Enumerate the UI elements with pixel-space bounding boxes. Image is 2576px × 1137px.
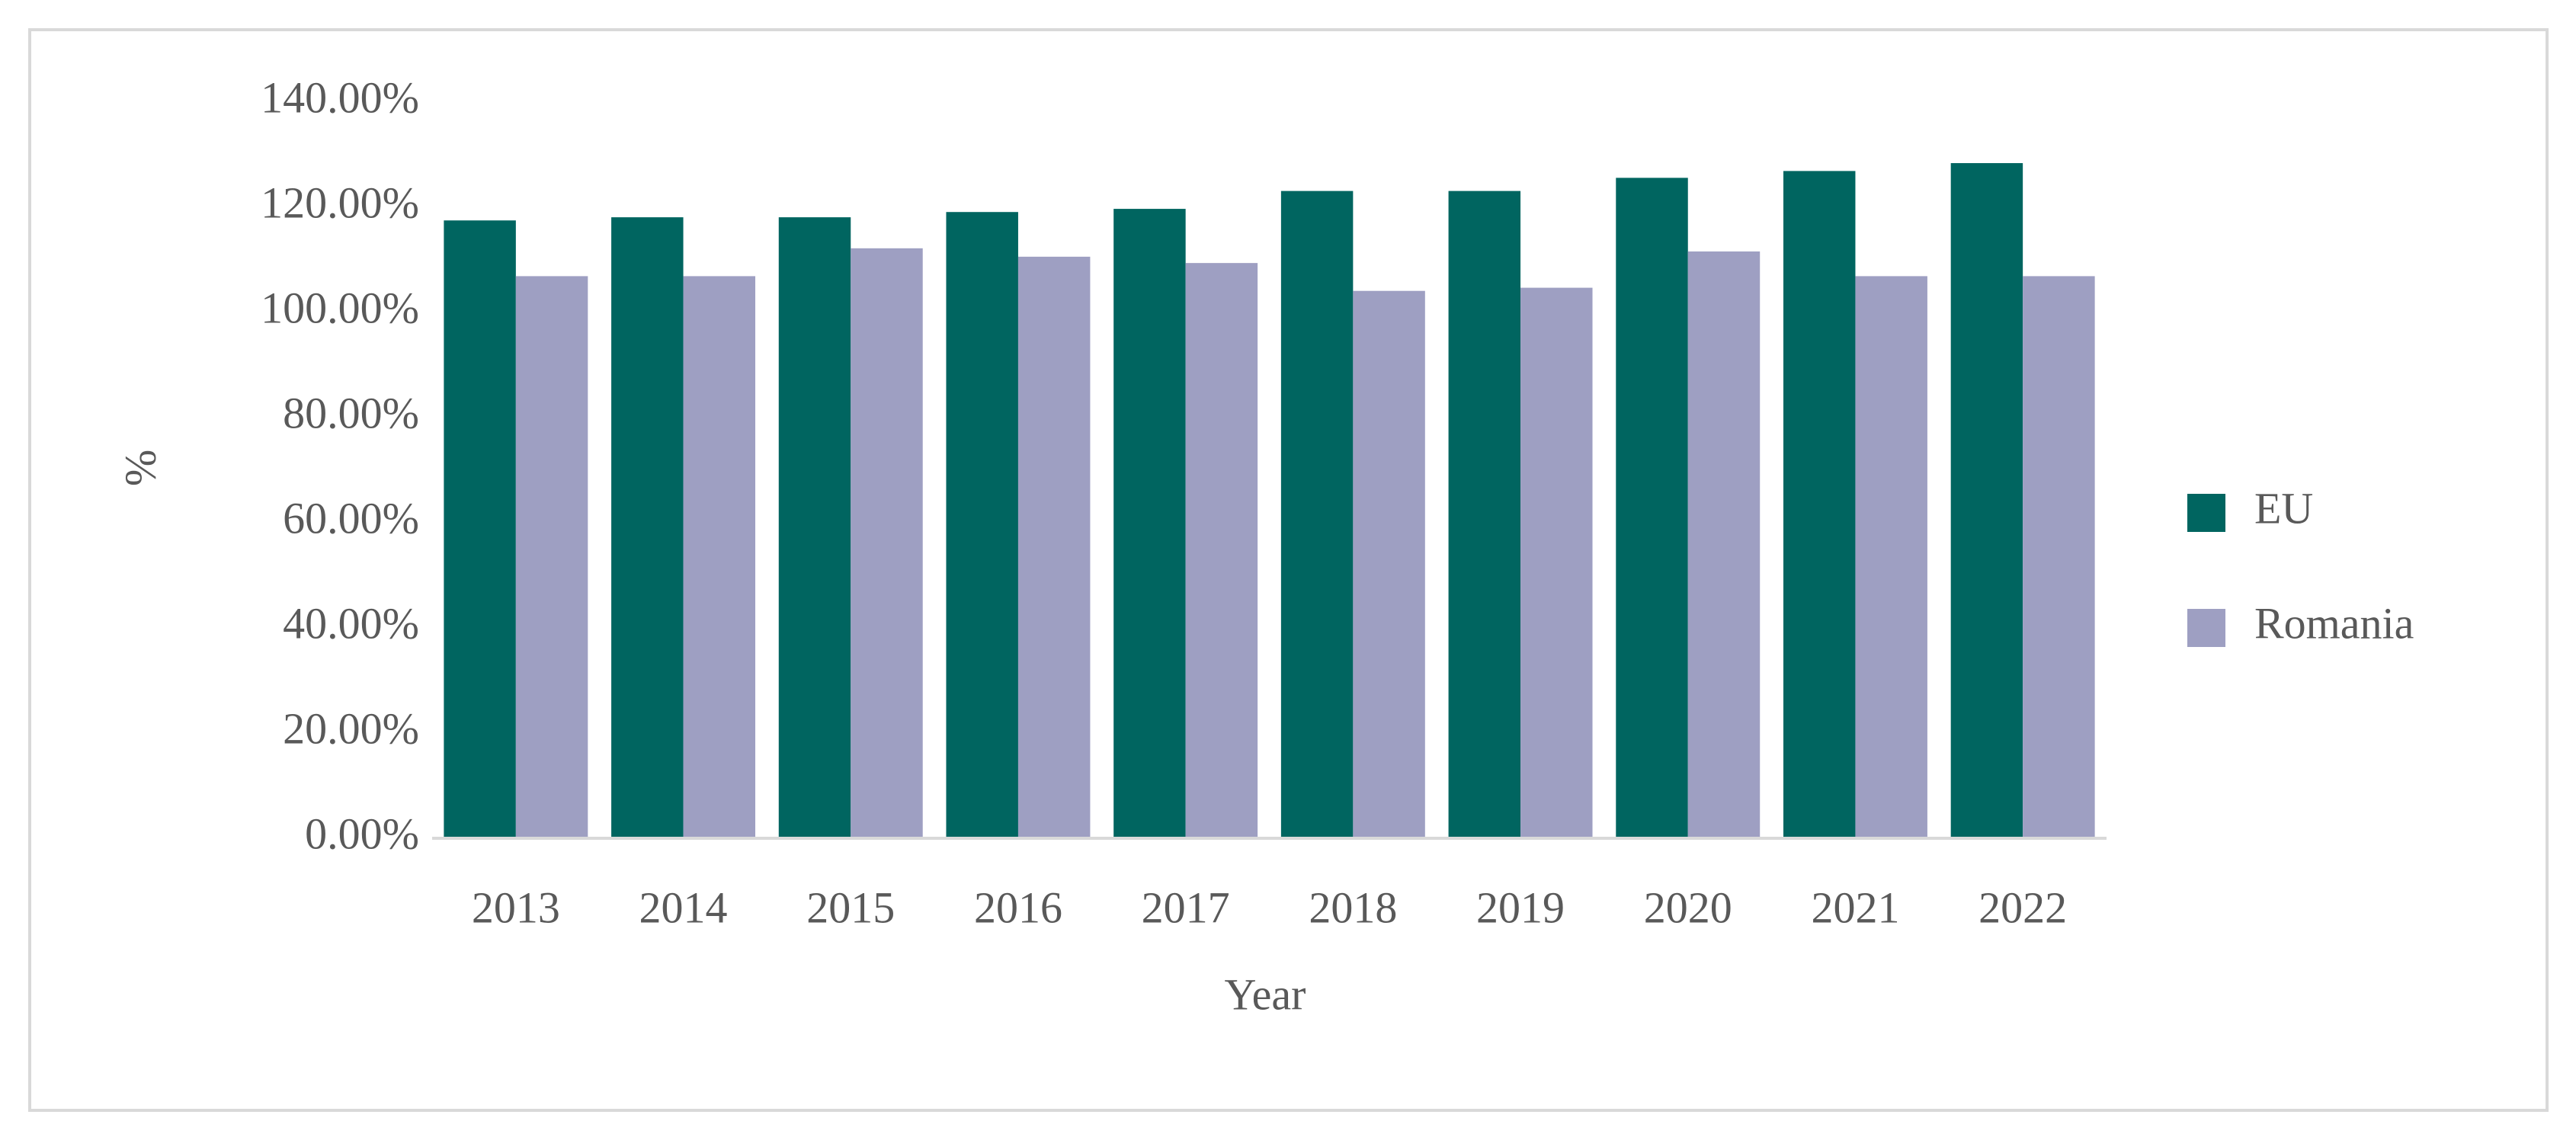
x-tick-label: 2019	[1476, 882, 1565, 932]
bar	[515, 276, 588, 838]
bar	[1017, 256, 1091, 838]
x-axis-label: Year	[1225, 969, 1306, 1019]
x-tick-label: 2018	[1309, 882, 1397, 932]
y-tick-label: 20.00%	[283, 703, 419, 753]
y-tick-label: 140.00%	[261, 72, 419, 122]
bar	[946, 212, 1018, 839]
y-tick-label: 40.00%	[283, 598, 419, 648]
y-tick-label: 100.00%	[261, 283, 419, 332]
bar	[1448, 191, 1521, 839]
bar	[1353, 290, 1425, 839]
bar	[1616, 178, 1688, 839]
x-tick-label: 2016	[974, 882, 1062, 932]
bar	[2023, 276, 2095, 838]
x-tick-label: 2021	[1811, 882, 1899, 932]
bar	[611, 217, 684, 838]
bar	[1855, 276, 1927, 838]
bar	[444, 220, 516, 838]
legend-label: EU	[2254, 483, 2313, 533]
bar	[683, 276, 756, 838]
bar	[1950, 163, 2023, 839]
bar	[1520, 287, 1593, 838]
x-tick-label: 2022	[1978, 882, 2067, 932]
bar	[1687, 251, 1761, 839]
x-tick-label: 2015	[806, 882, 895, 932]
legend-label: Romania	[2254, 598, 2414, 648]
x-tick-label: 2017	[1142, 882, 1230, 932]
y-tick-label: 80.00%	[283, 388, 419, 437]
y-tick-label: 60.00%	[283, 493, 419, 543]
y-tick-label: 0.00%	[305, 809, 419, 858]
bar	[1783, 171, 1856, 838]
bar	[778, 217, 851, 838]
x-tick-label: 2013	[472, 882, 560, 932]
bar	[1185, 263, 1258, 838]
y-axis-label: %	[115, 450, 165, 486]
y-tick-label: 120.00%	[261, 178, 419, 227]
legend-swatch	[2187, 494, 2225, 532]
bar	[851, 248, 923, 838]
x-tick-label: 2020	[1644, 882, 1732, 932]
x-tick-label: 2014	[639, 882, 728, 932]
legend-swatch	[2187, 609, 2225, 647]
bar	[1113, 209, 1186, 838]
bar	[1280, 191, 1354, 839]
